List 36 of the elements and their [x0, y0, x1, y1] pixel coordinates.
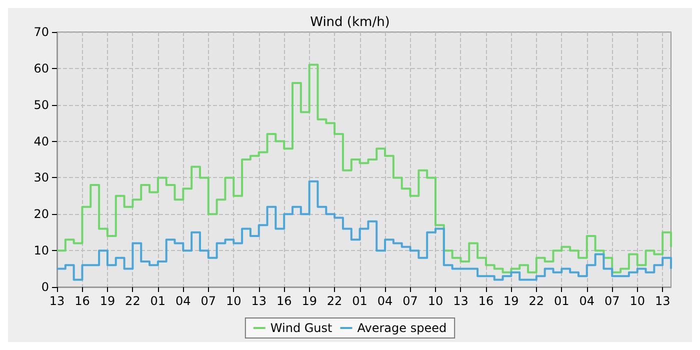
legend-label: Wind Gust	[270, 321, 333, 335]
y-tick-label: 20	[34, 207, 49, 222]
x-tick-label: 13	[654, 294, 670, 308]
x-tick-label: 04	[377, 294, 393, 308]
x-tick-label: 19	[302, 294, 317, 308]
y-tick-label: 30	[34, 170, 49, 185]
x-tick-label: 16	[74, 294, 90, 308]
x-tick-label: 10	[630, 294, 645, 308]
legend-label: Average speed	[357, 321, 447, 335]
x-tick-label: 01	[150, 294, 166, 308]
x-tick-label: 22	[326, 294, 342, 308]
x-tick-label: 13	[453, 294, 468, 308]
x-tick-label: 04	[579, 294, 595, 308]
x-tick-label: 10	[226, 294, 242, 308]
x-tick-label: 22	[125, 294, 140, 308]
x-tick-label: 16	[478, 294, 494, 308]
y-tick-label: 40	[34, 134, 49, 148]
y-tick-label: 50	[34, 98, 49, 112]
x-tick-label: 01	[352, 294, 368, 308]
x-tick-label: 04	[176, 294, 191, 308]
x-tick-label: 07	[604, 294, 620, 308]
y-tick-label: 70	[34, 25, 49, 39]
x-tick-label: 01	[554, 294, 570, 308]
x-tick-label: 16	[276, 294, 292, 308]
x-tick-label: 07	[200, 294, 216, 308]
chart-title: Wind (km/h)	[310, 15, 390, 30]
y-tick-label: 60	[34, 61, 49, 76]
x-tick-label: 19	[100, 294, 116, 308]
x-tick-label: 19	[504, 294, 519, 308]
x-tick-label: 10	[428, 294, 444, 308]
x-tick-label: 13	[251, 294, 267, 308]
x-tick-label: 22	[528, 294, 544, 308]
x-tick-label: 13	[49, 294, 65, 308]
x-tick-label: 07	[402, 294, 418, 308]
y-tick-label: 0	[41, 280, 49, 294]
y-tick-label: 10	[34, 244, 49, 258]
